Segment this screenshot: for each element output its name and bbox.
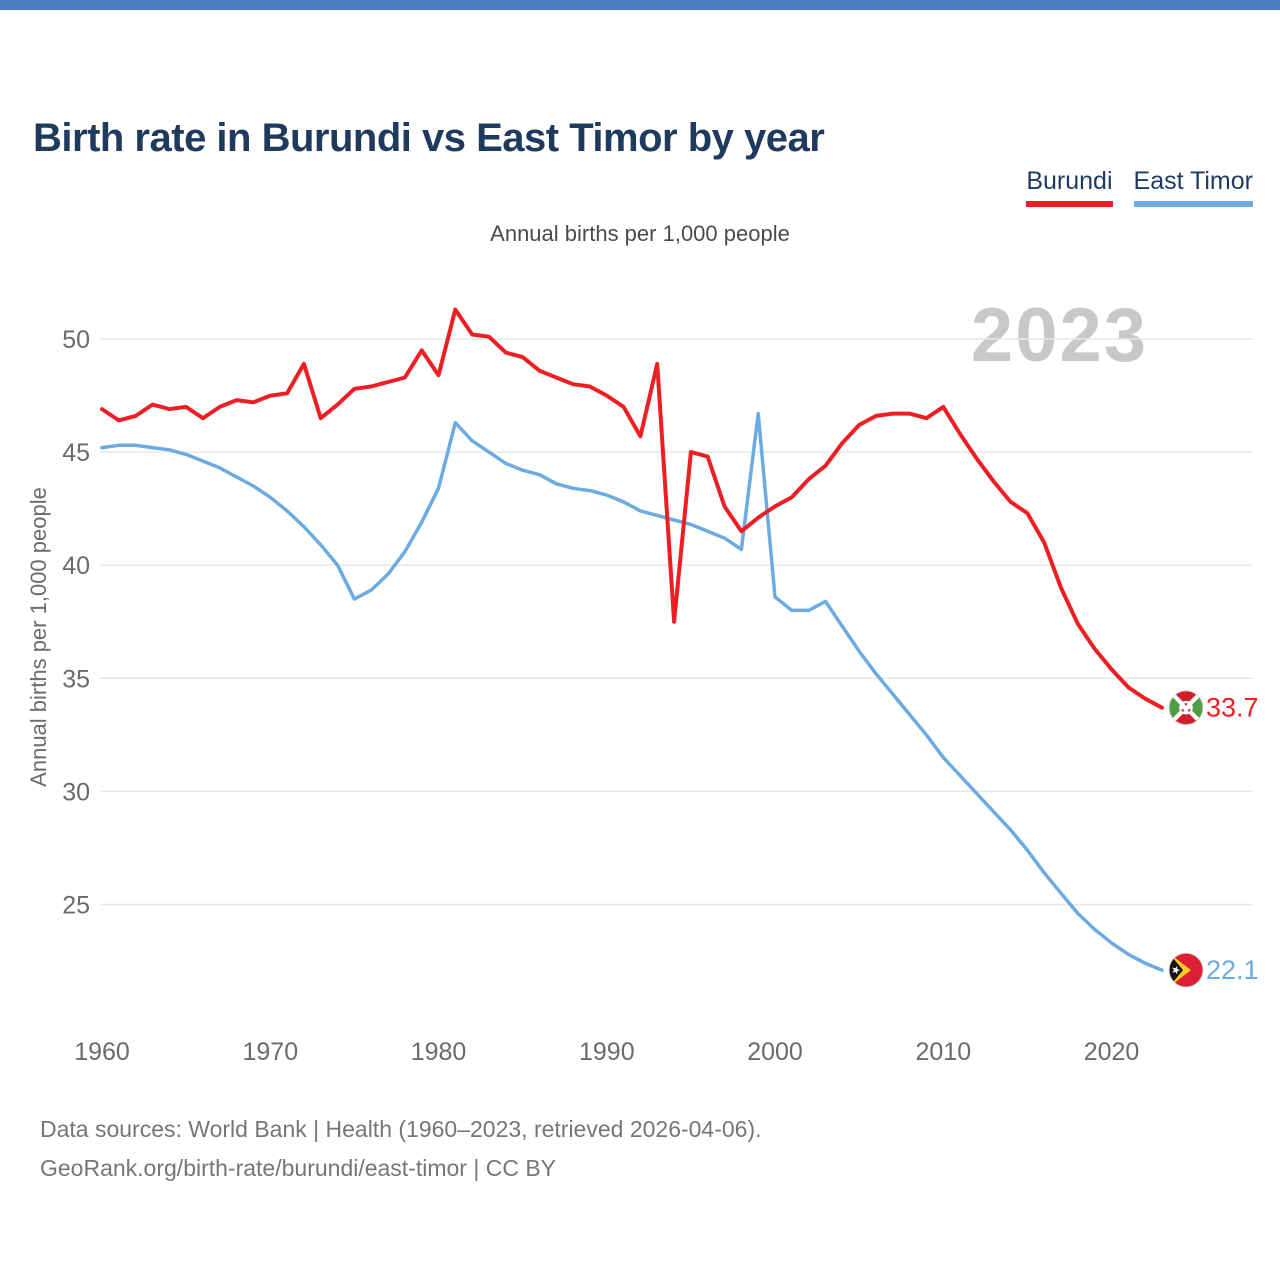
y-axis-tick-labels: 25 30 35 40 45 50 xyxy=(62,326,90,920)
legend-label-east-timor: East Timor xyxy=(1133,167,1253,195)
x-tick-label: 2010 xyxy=(915,1038,971,1066)
y-tick-label: 45 xyxy=(62,439,90,467)
y-tick-label: 25 xyxy=(62,892,90,920)
x-tick-label: 2020 xyxy=(1084,1038,1140,1066)
legend-item-east-timor[interactable]: East Timor xyxy=(1133,167,1253,207)
chart-subtitle: Annual births per 1,000 people xyxy=(490,221,790,246)
burundi-line xyxy=(100,307,1164,710)
y-axis-title: Annual births per 1,000 people xyxy=(26,487,51,787)
end-value-label: 33.7 xyxy=(1206,693,1259,723)
burundi-flag-icon xyxy=(1168,690,1204,726)
east-timor-flag-icon xyxy=(1168,952,1204,988)
x-tick-label: 1980 xyxy=(411,1038,467,1066)
legend-label-burundi: Burundi xyxy=(1026,167,1113,195)
x-tick-label: 1970 xyxy=(242,1038,298,1066)
end-value-label: 22.1 xyxy=(1206,955,1259,985)
footer: Data sources: World Bank | Health (1960–… xyxy=(40,1110,762,1188)
y-tick-label: 50 xyxy=(62,326,90,354)
legend: Burundi East Timor xyxy=(1026,167,1253,207)
top-accent-bar xyxy=(0,0,1280,10)
x-axis-tick-labels: 1960 1970 1980 1990 2000 2010 2020 xyxy=(74,1038,1139,1066)
gridlines xyxy=(100,338,1253,906)
x-tick-label: 2000 xyxy=(747,1038,803,1066)
east-timor-line xyxy=(100,411,1164,972)
year-watermark: 2023 xyxy=(970,293,1148,378)
footer-link[interactable]: GeoRank.org/birth-rate/burundi/east-timo… xyxy=(40,1155,557,1181)
y-tick-label: 35 xyxy=(62,665,90,693)
legend-item-burundi[interactable]: Burundi xyxy=(1026,167,1113,207)
x-tick-label: 1960 xyxy=(74,1038,130,1066)
footer-sources: Data sources: World Bank | Health (1960–… xyxy=(40,1116,762,1142)
x-tick-label: 1990 xyxy=(579,1038,635,1066)
page-title: Birth rate in Burundi vs East Timor by y… xyxy=(33,115,825,160)
y-tick-label: 30 xyxy=(62,778,90,806)
y-tick-label: 40 xyxy=(62,552,90,580)
